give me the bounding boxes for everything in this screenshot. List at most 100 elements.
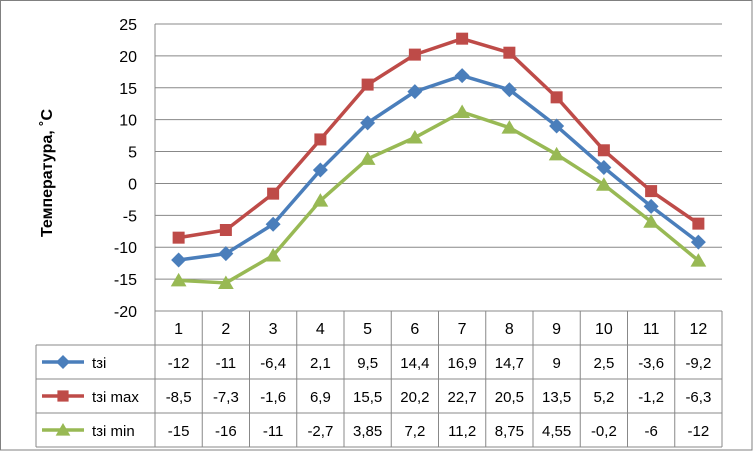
x-category-label: 12 xyxy=(689,321,707,338)
marker-diamond xyxy=(549,118,565,134)
data-label: 2,1 xyxy=(310,355,331,372)
data-label: 3,85 xyxy=(353,423,382,440)
marker-diamond xyxy=(360,115,376,131)
x-category-label: 3 xyxy=(269,321,278,338)
data-label: -6 xyxy=(644,423,657,440)
marker-diamond xyxy=(218,246,234,262)
data-label: 20,5 xyxy=(495,389,524,406)
data-label: 14,4 xyxy=(400,355,429,372)
marker-diamond xyxy=(407,84,423,100)
data-label: 9 xyxy=(552,355,560,372)
marker-diamond xyxy=(596,160,612,175)
data-label: -11 xyxy=(216,355,237,372)
marker-square xyxy=(456,32,469,45)
marker-triangle xyxy=(596,177,612,191)
data-label: -11 xyxy=(263,423,284,440)
series-line xyxy=(178,73,700,262)
marker-square xyxy=(314,133,327,146)
y-tick-label: 15 xyxy=(119,81,137,98)
y-tick-label: 25 xyxy=(119,17,137,34)
marker-diamond xyxy=(56,355,70,369)
data-label: 16,9 xyxy=(448,355,477,372)
marker-triangle xyxy=(265,248,281,262)
marker-diamond xyxy=(171,252,187,268)
marker-square xyxy=(57,390,69,402)
data-label: 11,2 xyxy=(448,423,476,440)
series-lines xyxy=(170,32,707,289)
legend-key-3 xyxy=(42,423,84,436)
marker-diamond xyxy=(643,198,659,214)
marker-triangle xyxy=(454,104,470,119)
marker-square xyxy=(408,48,421,61)
data-label: -3,6 xyxy=(638,355,664,372)
marker-triangle xyxy=(407,130,423,144)
legend-key-1 xyxy=(42,355,84,369)
series-line xyxy=(178,110,700,285)
data-label: -16 xyxy=(215,423,237,440)
data-label: 4,55 xyxy=(542,423,571,440)
marker-triangle xyxy=(170,272,187,287)
x-category-label: 8 xyxy=(505,321,514,338)
marker-square xyxy=(503,46,516,59)
data-label: -8,5 xyxy=(166,389,192,406)
data-label: 6,9 xyxy=(310,389,331,406)
x-category-label: 7 xyxy=(458,321,467,338)
data-label: 20,2 xyxy=(400,389,429,406)
y-tick-label: 0 xyxy=(128,176,137,193)
data-label: -9,2 xyxy=(685,355,711,372)
data-label: -6,3 xyxy=(685,389,711,406)
series-line xyxy=(178,36,700,240)
x-category-label: 10 xyxy=(595,321,613,338)
data-label: -12 xyxy=(688,423,710,440)
y-tick-label: 5 xyxy=(128,145,137,162)
data-label: -6,4 xyxy=(260,355,286,372)
data-label: 9,5 xyxy=(357,355,378,372)
marker-square xyxy=(267,187,280,200)
x-category-label: 5 xyxy=(363,321,372,338)
marker-diamond xyxy=(312,162,328,178)
marker-triangle xyxy=(643,214,659,228)
y-tick-label: -20 xyxy=(114,304,137,321)
marker-diamond xyxy=(265,216,281,232)
x-category-label: 6 xyxy=(410,321,419,338)
y-tick-label: -10 xyxy=(114,240,137,257)
y-axis-label: Температура, ˚С xyxy=(39,109,56,238)
legend-label: tзі xyxy=(92,355,106,372)
marker-square xyxy=(597,144,610,157)
legend-key-2 xyxy=(42,390,84,402)
x-category-label: 4 xyxy=(316,321,325,338)
marker-triangle xyxy=(359,151,376,165)
marker-triangle xyxy=(501,120,518,134)
marker-triangle xyxy=(548,146,565,161)
series-3 xyxy=(170,104,707,289)
marker-square xyxy=(692,217,705,230)
marker-diamond xyxy=(501,82,517,98)
data-label: -7,3 xyxy=(213,389,239,406)
series-1 xyxy=(171,68,706,268)
legend-label: tзі max xyxy=(92,389,139,406)
x-category-label: 1 xyxy=(174,321,183,338)
marker-square xyxy=(645,185,658,198)
data-label: 7,2 xyxy=(404,423,425,440)
data-label: 14,7 xyxy=(495,355,524,372)
y-tick-label: 20 xyxy=(119,49,137,66)
marker-triangle xyxy=(312,193,329,207)
data-label: 8,75 xyxy=(495,423,524,440)
data-label: 5,2 xyxy=(593,389,614,406)
y-tick-label: 10 xyxy=(119,113,137,130)
marker-square xyxy=(219,224,232,237)
data-label: 13,5 xyxy=(542,389,571,406)
x-category-label: 11 xyxy=(643,321,660,338)
marker-square xyxy=(172,231,185,244)
y-axis-ticks: 25 20 15 10 5 0 -5 -10 -15 -20 xyxy=(114,17,137,321)
marker-square xyxy=(550,91,563,104)
x-category-label: 2 xyxy=(221,321,230,338)
marker-triangle xyxy=(218,275,234,289)
data-label: -15 xyxy=(168,423,190,440)
marker-diamond xyxy=(454,68,470,84)
